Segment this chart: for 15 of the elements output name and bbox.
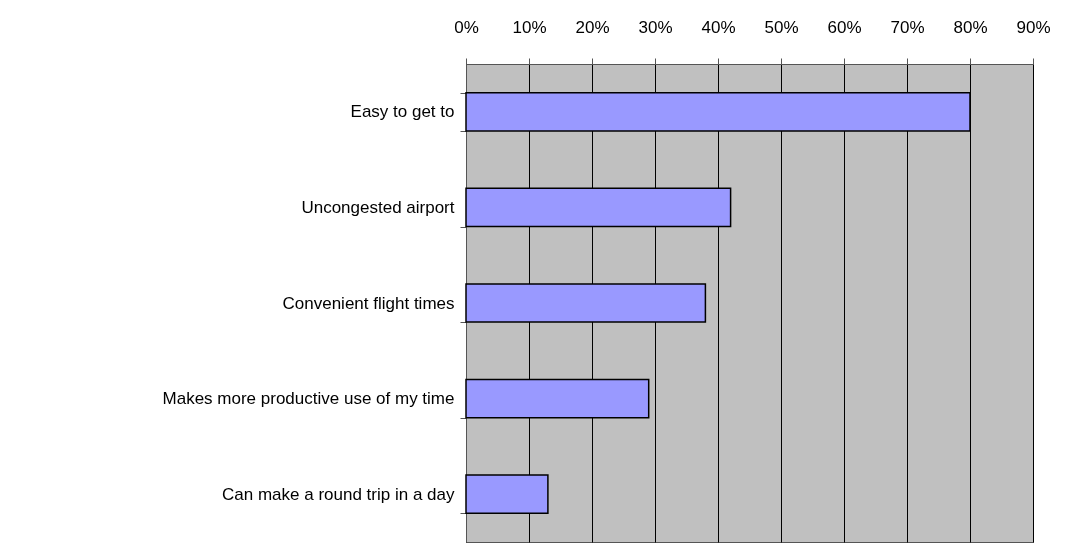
x-tick-label: 70% xyxy=(890,17,925,37)
x-tick-label: 0% xyxy=(454,17,479,37)
y-tick-label: Makes more productive use of my time xyxy=(162,389,455,409)
x-tick-label: 50% xyxy=(764,17,799,37)
y-tick-label: Can make a round trip in a day xyxy=(222,484,455,504)
x-tick-label: 80% xyxy=(953,17,988,37)
x-tick-label: 90% xyxy=(1016,17,1051,37)
x-tick-label: 40% xyxy=(701,17,736,37)
x-tick-label: 10% xyxy=(512,17,547,37)
y-tick-label: Easy to get to xyxy=(350,102,455,122)
x-tick-label: 30% xyxy=(638,17,673,37)
y-tick-label: Convenient flight times xyxy=(282,293,455,313)
y-tick-label: Uncongested airport xyxy=(301,197,455,217)
x-tick-label: 60% xyxy=(827,17,862,37)
x-tick-label: 20% xyxy=(575,17,610,37)
